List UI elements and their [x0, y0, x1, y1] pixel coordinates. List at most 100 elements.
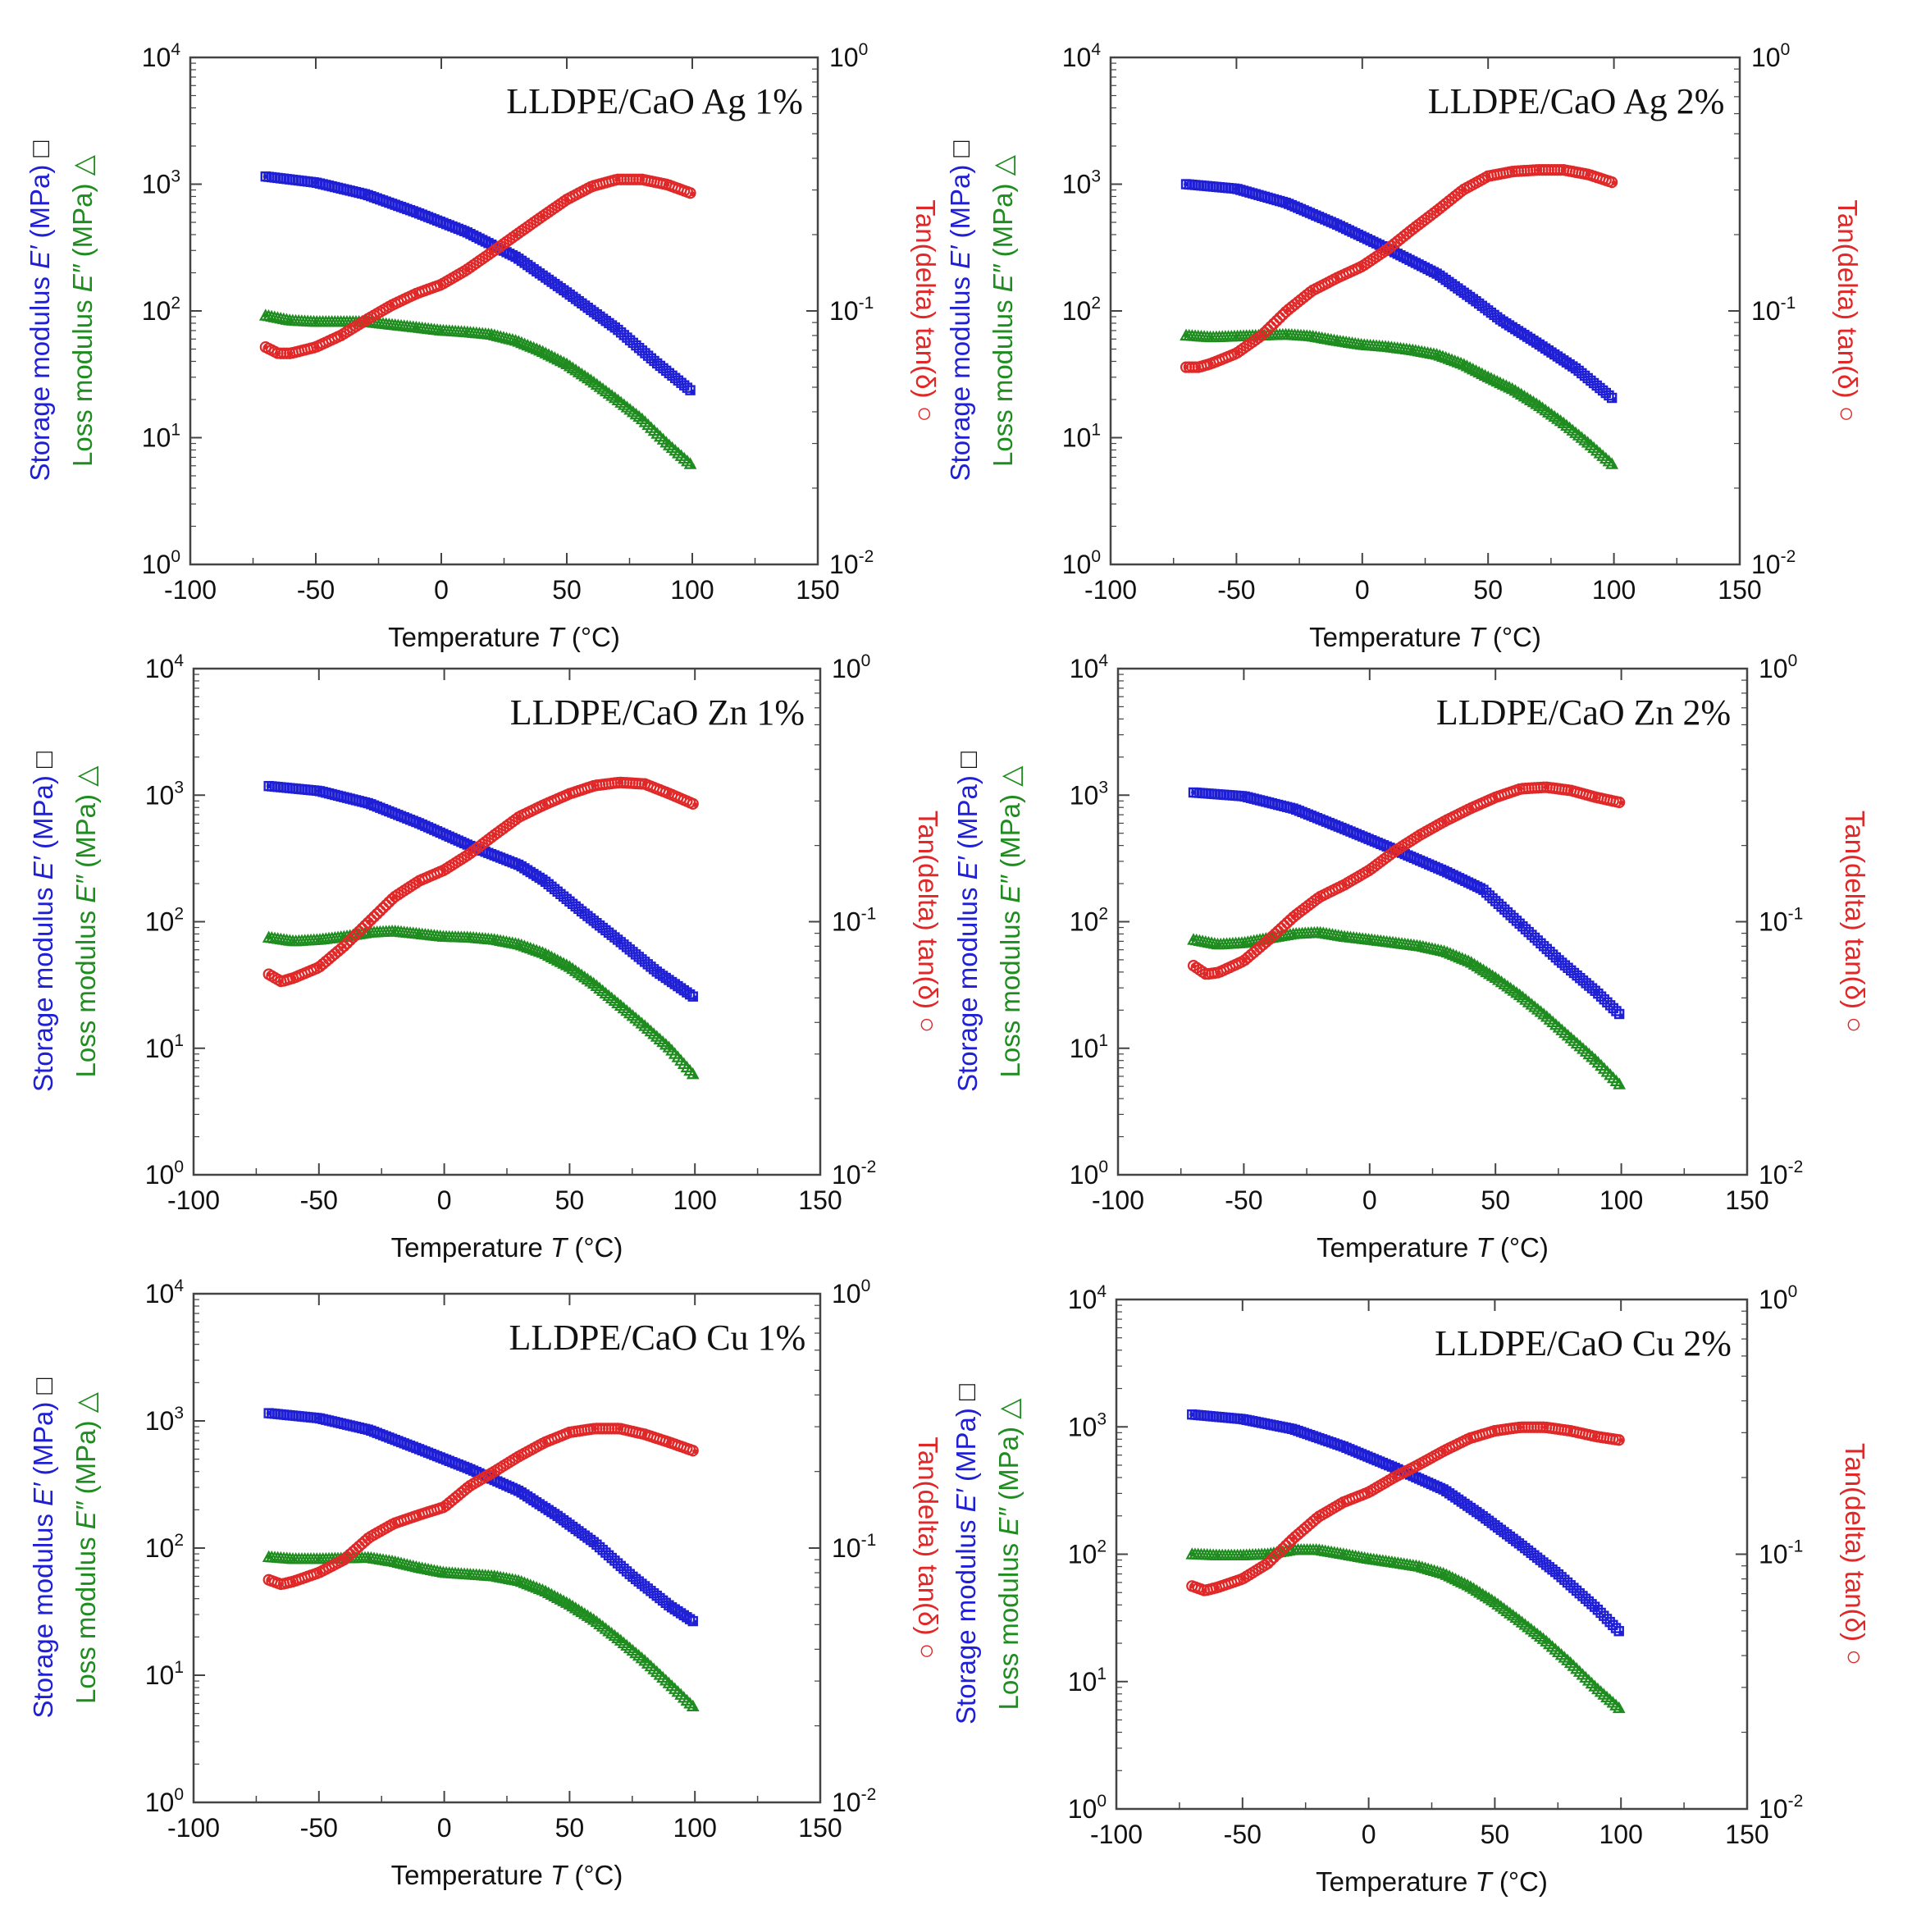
- tan-label-text: Tan(delta) tan(δ): [1832, 199, 1863, 398]
- storage-marker: [1590, 985, 1600, 996]
- data-point: [1290, 1427, 1296, 1432]
- x-tick-label: 0: [1362, 1185, 1377, 1215]
- data-point: [564, 361, 569, 367]
- x-label-text: Temperature: [1316, 1232, 1476, 1263]
- storage-label-text: Storage modulus: [25, 269, 55, 482]
- tan-marker: [362, 916, 374, 929]
- left-tick-label: 101: [1062, 421, 1101, 453]
- data-point: [278, 979, 284, 984]
- square-marker-icon: □: [28, 751, 58, 775]
- data-point: [1340, 1500, 1346, 1505]
- tan-axis-label: Tan(delta) tan(δ) ○: [1832, 199, 1863, 422]
- x-label-unit: (°C): [1493, 1232, 1549, 1263]
- tan-marker: [353, 925, 365, 938]
- loss-label-text: Loss modulus: [71, 1529, 101, 1704]
- data-point: [1618, 800, 1624, 806]
- tan-label-text: Tan(delta) tan(δ): [913, 811, 943, 1009]
- data-point: [1208, 335, 1214, 340]
- data-point: [667, 1045, 673, 1051]
- x-tick-label: -50: [1225, 1185, 1262, 1215]
- loss-marker: [521, 338, 535, 351]
- data-point: [564, 197, 569, 203]
- tick-base: 10: [142, 423, 171, 453]
- data-point: [1618, 1084, 1624, 1089]
- storage-marker: [1472, 881, 1483, 893]
- data-point: [1189, 1412, 1195, 1418]
- data-point: [1203, 971, 1209, 977]
- series-tan-delta: [1186, 1421, 1625, 1596]
- storage-marker: [1559, 960, 1571, 971]
- data-point: [1215, 1552, 1221, 1558]
- loss-marker: [1503, 381, 1516, 393]
- storage-label-variable: E′: [28, 1482, 58, 1506]
- data-point: [316, 937, 322, 943]
- data-point: [692, 995, 698, 1001]
- data-point: [1184, 364, 1189, 370]
- data-point: [1586, 441, 1591, 446]
- x-axis-label: Temperature T (°C): [1316, 1866, 1548, 1897]
- storage-marker: [1478, 884, 1489, 895]
- data-point: [1241, 940, 1247, 946]
- x-axis-label: Temperature T (°C): [1316, 1232, 1549, 1263]
- data-point: [591, 1426, 597, 1432]
- data-point: [467, 1466, 472, 1472]
- storage-marker: [1586, 983, 1598, 993]
- data-point: [1316, 929, 1322, 935]
- tick-exponent: 1: [1097, 1665, 1107, 1683]
- storage-label-text: Storage modulus: [952, 879, 983, 1092]
- tan-marker: [1613, 1434, 1625, 1446]
- data-point: [1391, 1464, 1397, 1470]
- tick-exponent: 2: [1091, 294, 1101, 313]
- storage-marker: [687, 1615, 698, 1627]
- tick-exponent: 2: [171, 294, 180, 313]
- data-point: [1208, 361, 1214, 367]
- data-point: [1309, 334, 1315, 340]
- storage-marker: [1590, 1601, 1600, 1612]
- tick-base: 10: [1062, 296, 1092, 326]
- storage-marker: [1529, 932, 1540, 943]
- loss-marker: [1475, 367, 1489, 380]
- data-point: [1284, 200, 1289, 206]
- data-point: [1291, 931, 1297, 937]
- storage-marker: [1553, 1569, 1564, 1580]
- x-axis: -100 -50 0 50 100 150: [1084, 57, 1762, 605]
- data-point: [338, 332, 344, 338]
- data-point: [1215, 1585, 1221, 1591]
- loss-label-unit: (MPa): [71, 794, 101, 875]
- square-marker-icon: □: [28, 1377, 58, 1401]
- tan-marker: [1265, 1555, 1277, 1567]
- data-point: [1191, 963, 1197, 969]
- data-point: [366, 1555, 372, 1560]
- tan-marker: [1276, 1542, 1289, 1555]
- x-label-text: Temperature: [1316, 1866, 1475, 1897]
- left-tick-label: 102: [1070, 905, 1108, 937]
- loss-label-unit: (MPa): [67, 184, 98, 265]
- data-point: [1480, 887, 1485, 893]
- loss-marker: [557, 957, 570, 969]
- storage-marker: [1572, 970, 1582, 981]
- tan-label-text: Tan(delta) tan(δ): [910, 199, 941, 398]
- data-point: [1555, 957, 1561, 962]
- loss-marker: [1442, 352, 1456, 364]
- loss-marker: [1449, 949, 1463, 961]
- tan-marker: [1267, 1551, 1280, 1564]
- data-point: [1593, 1605, 1599, 1610]
- data-point: [1493, 794, 1499, 800]
- storage-marker: [1547, 949, 1558, 960]
- x-tick-label: 100: [673, 1185, 717, 1215]
- tan-marker: [374, 905, 386, 917]
- tan-label-text: Tan(delta) tan(δ): [1840, 1443, 1870, 1642]
- x-tick-label: 50: [555, 1813, 585, 1843]
- storage-marker: [684, 1614, 696, 1624]
- data-point: [1536, 403, 1541, 409]
- storage-marker: [615, 327, 627, 338]
- tick-exponent: 0: [1091, 547, 1101, 566]
- data-point: [614, 327, 620, 332]
- data-point: [617, 1002, 623, 1007]
- panel-title: LLDPE/CaO Zn 2%: [1436, 692, 1731, 733]
- tick-base: 10: [145, 1034, 175, 1063]
- storage-marker: [1586, 1599, 1597, 1610]
- storage-label-variable: E′: [945, 244, 975, 269]
